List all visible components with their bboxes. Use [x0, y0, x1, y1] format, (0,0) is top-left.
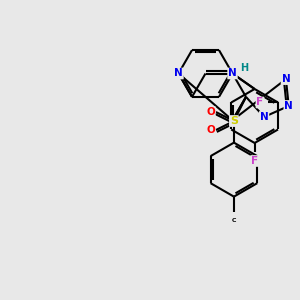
- Text: S: S: [230, 116, 238, 126]
- Text: N: N: [174, 68, 183, 79]
- Text: O: O: [206, 107, 215, 117]
- Text: F: F: [256, 98, 264, 107]
- Text: N: N: [284, 101, 293, 111]
- Text: C: C: [232, 218, 236, 223]
- Text: H: H: [240, 63, 248, 73]
- Text: N: N: [228, 68, 237, 79]
- Text: F: F: [251, 156, 258, 166]
- Text: N: N: [260, 112, 268, 122]
- Text: O: O: [206, 125, 215, 135]
- Text: N: N: [281, 74, 290, 84]
